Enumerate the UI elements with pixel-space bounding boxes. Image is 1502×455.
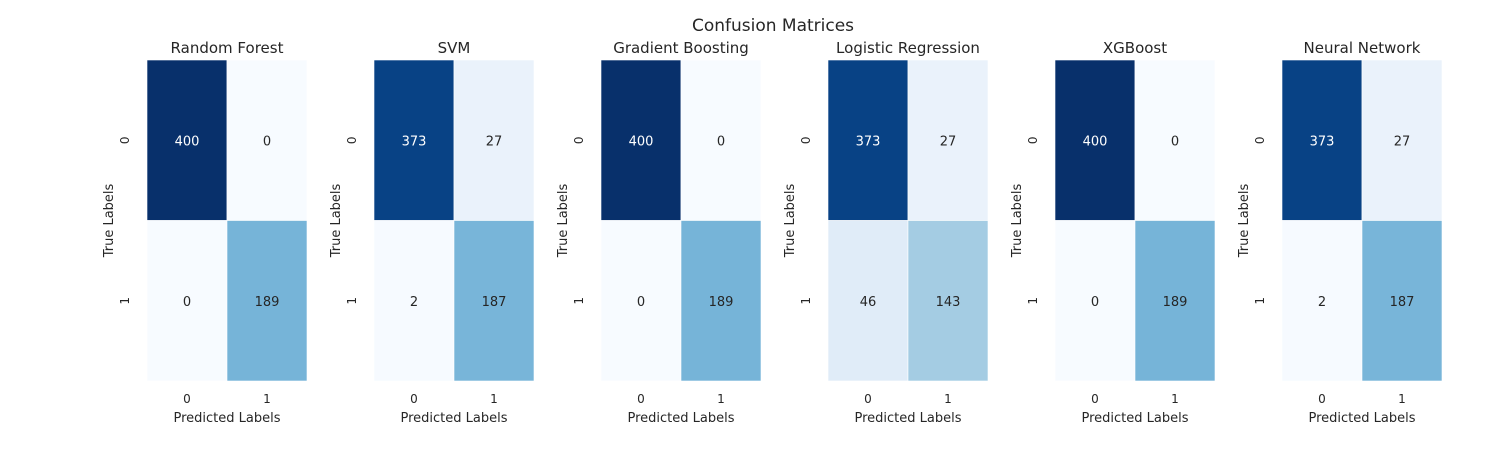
y-tick-label: 0 (799, 136, 813, 144)
confusion-matrix-panel: Random Forest 400 0 0 189 0 1 Predicted Labels 0… (102, 39, 308, 426)
panel-title: Logistic Regression (836, 39, 980, 57)
x-axis-label: Predicted Labels (627, 411, 734, 426)
x-tick-label: 0 (637, 392, 645, 406)
heatmap-cell (453, 59, 535, 221)
cell-value-label: 189 (709, 295, 734, 310)
x-axis-label: Predicted Labels (173, 411, 280, 426)
cell-value-label: 373 (402, 134, 427, 149)
y-tick-label: 0 (1253, 136, 1267, 144)
cell-value-label: 27 (486, 134, 503, 149)
panel-title: SVM (438, 39, 471, 57)
cell-value-label: 46 (860, 295, 877, 310)
cell-value-label: 189 (255, 295, 280, 310)
x-axis-label: Predicted Labels (854, 411, 961, 426)
y-axis-label: True Labels (1010, 183, 1025, 258)
cell-value-label: 0 (263, 134, 271, 149)
heatmap-cell (453, 220, 535, 382)
heatmap-cell (907, 59, 989, 221)
y-tick-label: 1 (1253, 297, 1267, 305)
cell-value-label: 400 (175, 134, 200, 149)
confusion-matrix-panel: Gradient Boosting 400 0 0 189 0 1 Predicted Lab… (556, 39, 762, 426)
y-tick-label: 0 (118, 136, 132, 144)
cell-value-label: 0 (717, 134, 725, 149)
cell-value-label: 373 (1310, 134, 1335, 149)
confusion-matrix-panel: SVM 373 27 2 187 0 1 Predicted Labels 0 1 True Lab… (329, 39, 535, 426)
confusion-matrix-panel: XGBoost 400 0 0 189 0 1 Predicted Labels 0 1 True … (1010, 39, 1216, 426)
y-tick-label: 1 (572, 297, 586, 305)
heatmap-cell (827, 59, 909, 221)
heatmap-cell (226, 220, 308, 382)
y-tick-label: 1 (118, 297, 132, 305)
x-tick-label: 0 (1091, 392, 1099, 406)
heatmap-cell (373, 220, 455, 382)
y-tick-label: 1 (345, 297, 359, 305)
x-axis-label: Predicted Labels (1081, 411, 1188, 426)
panel-title: Gradient Boosting (613, 39, 749, 57)
heatmap-cell (1361, 220, 1443, 382)
x-tick-label: 1 (944, 392, 952, 406)
cell-value-label: 0 (1091, 295, 1099, 310)
heatmap-cell (1054, 220, 1136, 382)
x-axis-label: Predicted Labels (1308, 411, 1415, 426)
cell-value-label: 27 (940, 134, 957, 149)
heatmap-cell (1134, 220, 1216, 382)
y-axis-label: True Labels (556, 183, 571, 258)
y-axis-label: True Labels (783, 183, 798, 258)
cell-value-label: 400 (629, 134, 654, 149)
cell-value-label: 2 (1318, 295, 1326, 310)
figure-title: Confusion Matrices (692, 16, 854, 36)
cell-value-label: 187 (482, 295, 507, 310)
x-tick-label: 1 (1398, 392, 1406, 406)
cell-value-label: 0 (637, 295, 645, 310)
x-axis-label: Predicted Labels (400, 411, 507, 426)
y-axis-label: True Labels (1237, 183, 1252, 258)
x-tick-label: 0 (864, 392, 872, 406)
confusion-matrix-panel: Logistic Regression 373 27 46 143 0 1 Predicted… (783, 39, 989, 426)
heatmap-cell (1134, 59, 1216, 221)
x-tick-label: 1 (263, 392, 271, 406)
x-tick-label: 0 (410, 392, 418, 406)
heatmap-cell (226, 59, 308, 221)
x-tick-label: 0 (183, 392, 191, 406)
confusion-matrix-panel: Neural Network 373 27 2 187 0 1 Predicted Label… (1237, 39, 1443, 426)
heatmap-cell (1281, 59, 1363, 221)
x-tick-label: 1 (1171, 392, 1179, 406)
cell-value-label: 373 (856, 134, 881, 149)
x-tick-label: 0 (1318, 392, 1326, 406)
x-tick-label: 1 (490, 392, 498, 406)
cell-value-label: 0 (183, 295, 191, 310)
heatmap-cell (146, 59, 228, 221)
x-tick-label: 1 (717, 392, 725, 406)
y-tick-label: 0 (1026, 136, 1040, 144)
y-tick-label: 1 (799, 297, 813, 305)
cell-value-label: 187 (1390, 295, 1415, 310)
cell-value-label: 189 (1163, 295, 1188, 310)
heatmap-cell (680, 220, 762, 382)
y-tick-label: 0 (345, 136, 359, 144)
heatmap-cell (1361, 59, 1443, 221)
heatmap-cell (680, 59, 762, 221)
heatmap-cell (1281, 220, 1363, 382)
cell-value-label: 2 (410, 295, 418, 310)
cell-value-label: 0 (1171, 134, 1179, 149)
panel-title: Neural Network (1304, 39, 1421, 57)
panel-title: Random Forest (171, 39, 284, 57)
heatmap-cell (907, 220, 989, 382)
cell-value-label: 400 (1083, 134, 1108, 149)
y-axis-label: True Labels (102, 183, 117, 258)
y-tick-label: 0 (572, 136, 586, 144)
heatmap-cell (146, 220, 228, 382)
heatmap-cell (1054, 59, 1136, 221)
cell-value-label: 27 (1394, 134, 1411, 149)
heatmap-cell (827, 220, 909, 382)
y-tick-label: 1 (1026, 297, 1040, 305)
panel-title: XGBoost (1103, 39, 1167, 57)
cell-value-label: 143 (936, 295, 961, 310)
y-axis-label: True Labels (329, 183, 344, 258)
heatmap-cell (373, 59, 455, 221)
